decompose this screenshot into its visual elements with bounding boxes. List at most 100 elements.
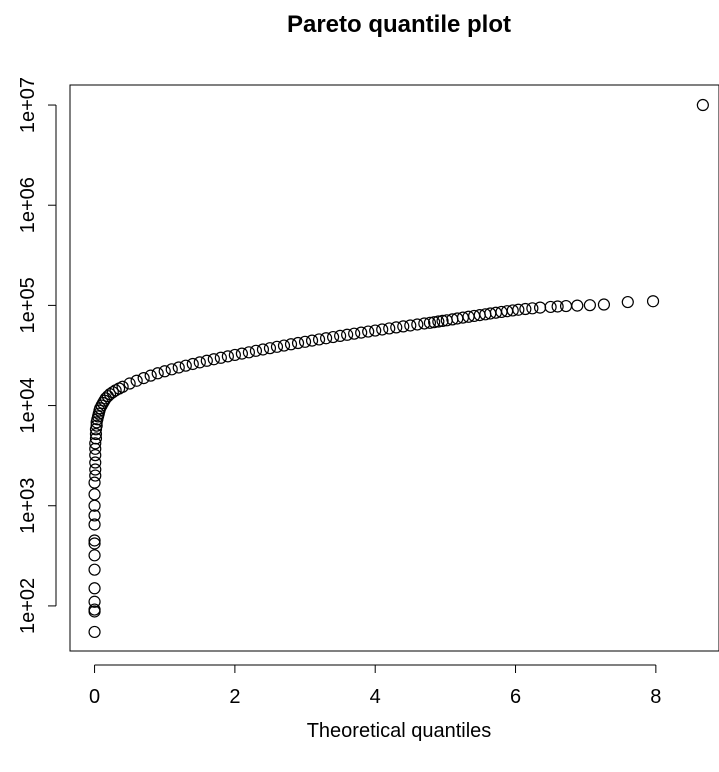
data-point	[411, 318, 424, 331]
chart-title: Pareto quantile plot	[287, 11, 511, 38]
data-point	[298, 335, 312, 348]
data-point	[432, 315, 445, 328]
data-point	[428, 316, 441, 329]
data-point	[89, 449, 102, 462]
y-tick-label: 1e+06	[17, 177, 39, 233]
data-point	[88, 488, 101, 501]
data-point	[89, 432, 103, 445]
data-point	[512, 303, 525, 316]
data-point	[436, 314, 449, 328]
data-point	[116, 380, 129, 393]
data-point	[235, 347, 248, 360]
data-point	[193, 356, 206, 369]
data-point	[88, 537, 101, 550]
data-point	[200, 354, 213, 367]
data-point	[341, 328, 354, 341]
data-point	[249, 344, 263, 357]
x-tick-label: 2	[229, 686, 240, 708]
data-point	[186, 357, 199, 371]
data-point	[423, 316, 437, 329]
data-point	[362, 325, 375, 338]
data-point	[277, 339, 291, 352]
x-tick-label: 6	[510, 686, 521, 708]
data-point	[88, 595, 101, 608]
data-point	[284, 338, 298, 351]
data-point	[334, 329, 347, 342]
y-tick-label: 1e+02	[17, 578, 39, 634]
data-point	[88, 476, 101, 489]
data-point	[130, 374, 143, 387]
data-point	[99, 392, 112, 405]
data-point	[106, 386, 119, 399]
data-point	[90, 419, 103, 432]
data-point	[533, 301, 547, 314]
data-point	[89, 427, 103, 441]
data-point	[214, 351, 227, 364]
data-point	[355, 326, 368, 339]
y-tick-label: 1e+03	[17, 478, 39, 534]
data-point	[207, 353, 220, 366]
x-tick-label: 4	[370, 686, 381, 708]
data-point	[369, 324, 382, 337]
data-point	[390, 321, 403, 334]
x-tick-label: 0	[89, 686, 100, 708]
data-point	[418, 317, 431, 330]
data-point	[404, 319, 417, 332]
data-point	[242, 346, 256, 359]
data-point	[397, 320, 410, 333]
data-point	[621, 295, 634, 309]
data-point	[89, 456, 102, 469]
data-point	[327, 330, 340, 344]
data-point	[88, 563, 101, 576]
plot-area-frame	[69, 84, 719, 652]
data-point	[559, 299, 573, 313]
data-point	[88, 509, 101, 522]
data-point	[256, 343, 270, 356]
data-point	[646, 295, 660, 308]
data-point	[144, 369, 157, 382]
data-point	[89, 469, 102, 482]
data-point	[88, 534, 101, 547]
y-tick-label: 1e+05	[17, 277, 39, 333]
data-point	[88, 518, 101, 531]
y-tick-label: 1e+04	[17, 377, 39, 433]
data-point	[583, 299, 597, 312]
y-tick-label: 1e+07	[17, 77, 39, 133]
y-axis: 1e+02 1e+03 1e+04 1e+05 1e+06 1e+07	[17, 77, 57, 634]
data-point	[172, 361, 185, 374]
data-point	[89, 463, 102, 476]
data-point	[383, 322, 396, 335]
data-point	[137, 372, 150, 385]
data-point	[305, 334, 319, 347]
data-point	[263, 342, 277, 355]
data-point	[519, 302, 532, 316]
data-point	[123, 377, 136, 390]
data-point	[221, 350, 234, 363]
data-point	[312, 333, 326, 346]
data-point	[506, 304, 519, 317]
data-point	[158, 365, 171, 378]
data-point	[348, 327, 361, 340]
data-point	[376, 323, 389, 336]
data-point	[88, 625, 101, 639]
data-point	[88, 582, 101, 595]
data-point	[89, 437, 102, 450]
data-point	[544, 300, 557, 314]
data-point	[551, 300, 564, 313]
data-point	[526, 302, 539, 315]
data-point	[270, 340, 284, 353]
data-point	[179, 359, 192, 372]
data-point	[597, 298, 611, 311]
data-points	[88, 98, 709, 639]
data-point	[88, 603, 101, 616]
x-tick-label: 8	[650, 686, 661, 708]
data-point	[165, 363, 178, 376]
data-point	[151, 367, 164, 380]
data-point	[319, 332, 333, 345]
data-point	[228, 348, 241, 362]
data-point	[696, 98, 709, 112]
data-point	[291, 336, 305, 350]
x-axis: 0 2 4 6 8	[89, 664, 661, 708]
data-point	[571, 299, 584, 312]
